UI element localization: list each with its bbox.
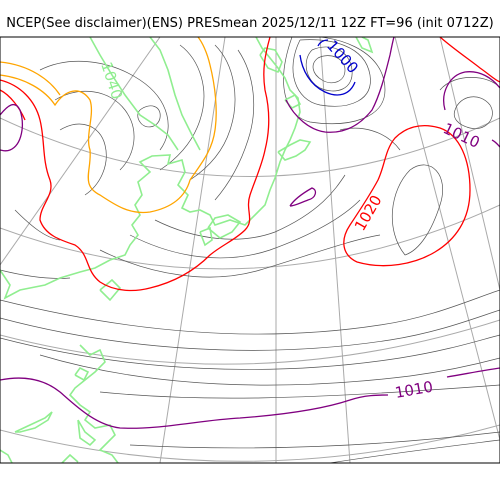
isobar-1010 [446,367,500,378]
isobar-thin [189,44,236,181]
isobar-1020 [0,37,271,292]
isobar-thin [129,431,500,449]
coastline [0,449,13,463]
coastline [207,214,242,239]
isobar-1000 [317,39,329,47]
isobar-1010 [443,71,500,111]
map-background [0,37,500,463]
isobar-1010 [0,103,23,152]
isobar-thin [129,199,361,259]
coastline [259,47,283,74]
isobar-1010 [285,37,395,133]
isobar-thin [14,209,61,241]
highlighted-isobars [0,37,500,429]
graticule-meridian [439,37,500,291]
coastline [77,419,97,447]
graticule-meridian [319,37,351,463]
graticule-parallel [0,204,500,270]
map-title: NCEP(See disclaimer)(ENS) PRESmean 2025/… [6,16,494,31]
isobar-1010 [289,187,317,207]
isobar-thin [312,55,346,84]
isobar-thin [339,127,401,151]
coastline [355,37,374,54]
graticule-parallel [0,424,500,462]
isobar-thin [0,289,500,335]
coastline [199,226,213,247]
graticule-meridian [394,37,500,441]
graticule-parallel [0,319,500,365]
coastline [14,411,53,433]
isobar-1040 [0,37,217,214]
coastline [99,278,122,302]
isobar-1020 [439,37,500,83]
graticule-meridian [159,37,226,463]
isobar-thin [214,49,255,201]
isobar-thin [99,384,500,399]
isobar-thin [0,334,500,370]
isobar-1040 [0,61,61,96]
graticule [0,37,500,463]
isobar-thin [154,174,346,240]
isobar-thin [292,39,371,107]
graticule-parallel [0,117,500,177]
coastline [149,37,201,151]
isobar-thin [39,60,169,151]
isobar-thin [391,164,443,256]
isobar-thin [39,354,500,386]
isobar-thin [159,44,205,171]
isobar-thin [99,234,381,278]
isobar-1010 [491,139,500,148]
coastline [0,37,301,300]
isobar-thin [305,46,353,92]
isobar-1010 [0,377,389,429]
map-frame [0,36,500,464]
coastline [68,344,119,463]
isobar-thin [453,96,493,130]
isobar-thin [0,269,71,279]
thin-isobars [0,37,500,463]
isobar-1020 [343,124,471,267]
graticule-meridian [0,37,161,266]
isobar-thin [329,439,500,463]
isobar-thin [137,105,161,128]
isobar-1000 [299,54,356,96]
coastline [61,453,79,463]
coastline [74,366,90,382]
isobar-thin [0,309,500,351]
isobar-thin [59,123,107,196]
isobar-thin [54,90,135,171]
coastline [277,139,312,161]
isobar-1020 [0,89,26,121]
coastline [89,37,179,151]
